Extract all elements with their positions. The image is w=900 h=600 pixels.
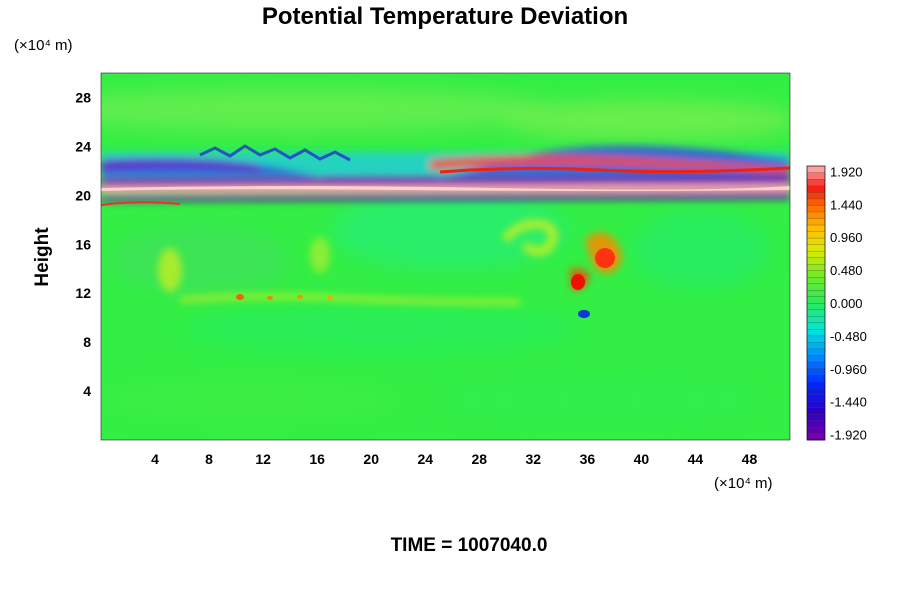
x-unit-label: (×10⁴ m)	[714, 475, 773, 492]
y-tick-label: 12	[75, 285, 91, 301]
x-tick-label: 12	[255, 451, 271, 467]
colorbar	[806, 165, 826, 441]
colorbar-segment	[806, 296, 826, 304]
colorbar-segment	[806, 394, 826, 402]
colorbar-segment	[806, 276, 826, 284]
colorbar-segment	[806, 400, 826, 408]
colorbar-tick-label: -0.480	[830, 329, 867, 344]
colorbar-segment	[806, 348, 826, 356]
colorbar-segment	[806, 244, 826, 252]
x-tick-label: 36	[580, 451, 596, 467]
colorbar-tick-label: 1.440	[830, 197, 863, 212]
colorbar-segment	[806, 218, 826, 226]
colorbar-segment	[806, 191, 826, 200]
colorbar-segment	[806, 368, 826, 376]
colorbar-segment	[806, 231, 826, 239]
colorbar-segment	[806, 387, 826, 395]
y-tick-label: 8	[83, 334, 91, 350]
colorbar-segment	[806, 407, 826, 415]
colorbar-segment	[806, 309, 826, 317]
colorbar-segment	[806, 283, 826, 291]
colorbar-ticks: 1.920 1.440 0.960 0.480 0.000 -0.480 -0.960 -1.…	[830, 164, 867, 442]
chart-title: Potential Temperature Deviation	[262, 3, 628, 30]
colorbar-segment	[806, 178, 826, 187]
colorbar-segment	[806, 322, 826, 330]
colorbar-segment	[806, 426, 826, 434]
time-label: TIME = 1007040.0	[391, 535, 548, 556]
colorbar-segment	[806, 172, 826, 180]
colorbar-segment	[806, 420, 826, 428]
colorbar-tick-label: 0.960	[830, 230, 863, 245]
colorbar-segment	[806, 198, 826, 206]
x-tick-label: 32	[526, 451, 542, 467]
colorbar-segment	[806, 237, 826, 245]
x-tick-label: 8	[205, 451, 213, 467]
colorbar-tick-label: 1.920	[830, 164, 863, 179]
colorbar-frame	[806, 165, 826, 441]
heatmap-field	[101, 73, 790, 440]
x-tick-label: 44	[688, 451, 704, 467]
y-tick-label: 28	[75, 89, 91, 105]
colorbar-segment	[806, 355, 826, 363]
colorbar-segment	[806, 224, 826, 232]
colorbar-segment	[806, 204, 826, 213]
colorbar-tick-label: 0.480	[830, 263, 863, 278]
x-tick-label: 16	[309, 451, 325, 467]
colorbar-segment	[806, 374, 826, 382]
background-texture	[101, 88, 790, 425]
convection-plume	[501, 219, 622, 318]
colorbar-segment	[806, 315, 826, 324]
colorbar-segment	[806, 361, 826, 369]
colorbar-segment	[806, 289, 826, 297]
colorbar-segment	[806, 433, 826, 441]
x-tick-label: 48	[742, 451, 758, 467]
colorbar-segment	[806, 263, 826, 271]
y-tick-label: 4	[83, 383, 91, 399]
x-tick-label: 28	[471, 451, 487, 467]
x-tick-label: 40	[634, 451, 650, 467]
y-axis-ticks: 4 8 12 16 20 24 28	[75, 89, 91, 399]
colorbar-tick-label: -1.920	[830, 428, 867, 443]
colorbar-segment	[806, 250, 826, 258]
colorbar-segment	[806, 335, 826, 343]
colorbar-segment	[806, 257, 826, 265]
y-tick-label: 16	[75, 236, 91, 252]
colorbar-segment	[806, 381, 826, 389]
x-axis-ticks: 4 8 12 16 20 24 28 32 36 40 44 48	[151, 451, 757, 467]
colorbar-segment	[806, 165, 826, 173]
colorbar-segment	[806, 185, 826, 193]
low-streak	[158, 237, 521, 305]
y-tick-label: 24	[75, 138, 91, 154]
plot-frame	[100, 72, 791, 441]
x-tick-label: 20	[363, 451, 379, 467]
x-tick-label: 4	[151, 451, 159, 467]
x-tick-label: 24	[417, 451, 433, 467]
colorbar-segment	[806, 413, 826, 421]
colorbar-segment	[806, 211, 826, 219]
y-unit-label: (×10⁴ m)	[14, 37, 73, 54]
colorbar-tick-label: 0.000	[830, 296, 863, 311]
y-axis-label: Height	[32, 227, 53, 287]
colorbar-segment	[806, 270, 826, 278]
colorbar-segment	[806, 302, 826, 310]
colorbar-tick-label: -1.440	[830, 395, 867, 410]
colorbar-segment	[806, 341, 826, 350]
y-tick-label: 20	[75, 187, 91, 203]
colorbar-tick-label: -0.960	[830, 362, 867, 377]
upper-band	[101, 144, 790, 206]
colorbar-segment	[806, 328, 826, 337]
low-streak-dots	[236, 294, 333, 300]
